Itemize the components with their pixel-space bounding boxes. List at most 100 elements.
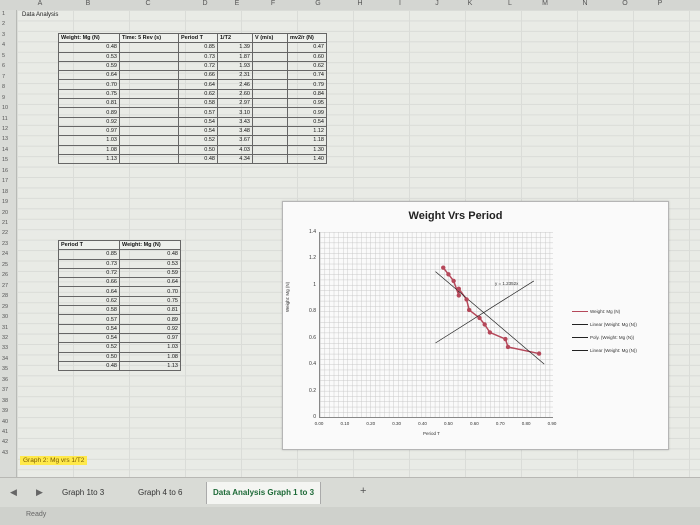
column-header[interactable]: O: [622, 0, 628, 7]
table-cell[interactable]: 2.46: [217, 79, 253, 90]
column-header[interactable]: G: [315, 0, 321, 7]
row-header[interactable]: 8: [2, 84, 6, 91]
table-cell[interactable]: [252, 116, 288, 127]
table-cell[interactable]: 0.53: [119, 258, 181, 269]
row-header[interactable]: 39: [2, 408, 9, 415]
row-header[interactable]: 37: [2, 387, 9, 394]
table-cell[interactable]: 1.03: [119, 342, 181, 353]
table-cell[interactable]: 0.70: [58, 79, 120, 90]
table-cell[interactable]: [252, 79, 288, 90]
column-header[interactable]: I: [399, 0, 401, 7]
table-cell[interactable]: 0.75: [119, 295, 181, 307]
table-cell[interactable]: 0.85: [58, 249, 120, 260]
row-header[interactable]: 29: [2, 303, 9, 310]
row-header[interactable]: 15: [2, 157, 9, 164]
row-header[interactable]: 5: [2, 52, 6, 59]
column-header[interactable]: F: [270, 0, 276, 7]
row-header[interactable]: 27: [2, 282, 9, 289]
table-cell[interactable]: 0.54: [58, 323, 120, 334]
row-header[interactable]: 1: [2, 11, 6, 17]
table-cell[interactable]: 3.43: [217, 116, 253, 127]
table-cell[interactable]: [252, 107, 288, 118]
table-cell[interactable]: 0.92: [58, 116, 120, 127]
row-header[interactable]: 11: [2, 115, 8, 122]
row-header[interactable]: 16: [2, 167, 9, 174]
table-cell[interactable]: 1.12: [287, 125, 327, 137]
table-cell[interactable]: 1.13: [119, 360, 181, 372]
column-header[interactable]: H: [357, 0, 363, 7]
column-header[interactable]: L: [508, 0, 512, 7]
row-header[interactable]: 32: [2, 334, 9, 341]
table-cell[interactable]: 0.79: [287, 79, 327, 90]
column-heading[interactable]: 1/T2: [217, 32, 253, 44]
row-header[interactable]: 2: [2, 21, 6, 28]
row-header[interactable]: 14: [2, 146, 9, 153]
table-cell[interactable]: 0.60: [287, 51, 327, 62]
table-cell[interactable]: 0.92: [119, 323, 181, 334]
table-cell[interactable]: 0.57: [178, 107, 218, 118]
table-cell[interactable]: [252, 42, 288, 53]
table-cell[interactable]: 0.50: [58, 351, 120, 362]
table-cell[interactable]: 0.64: [178, 79, 218, 90]
table-cell[interactable]: 1.08: [58, 144, 120, 155]
table-cell[interactable]: [119, 70, 179, 81]
row-header[interactable]: 4: [2, 42, 6, 49]
table-cell[interactable]: 0.95: [287, 98, 327, 109]
column-heading[interactable]: Time: 5 Rev (s): [119, 32, 179, 44]
graph2-label-cell[interactable]: Graph 2: Mg vrs 1/T2: [20, 456, 88, 465]
table-cell[interactable]: [252, 70, 288, 81]
table-cell[interactable]: 0.57: [58, 314, 120, 325]
table-cell[interactable]: 3.10: [217, 107, 253, 118]
table-cell[interactable]: 1.03: [58, 135, 120, 146]
tab-data-analysis[interactable]: Data Analysis Graph 1 to 3: [206, 482, 322, 504]
row-header[interactable]: 18: [2, 188, 9, 195]
table-cell[interactable]: 2.31: [217, 70, 253, 81]
column-header[interactable]: B: [85, 0, 91, 7]
table-cell[interactable]: [119, 107, 179, 118]
weight-vs-period-chart[interactable]: Weight Vrs Period Weight: Mg (N) 0 0.2 0.4…: [282, 201, 669, 450]
table-cell[interactable]: 0.64: [58, 70, 120, 81]
table-cell[interactable]: 0.72: [178, 60, 218, 72]
table-cell[interactable]: 1.08: [119, 351, 181, 362]
row-header[interactable]: 24: [2, 251, 9, 258]
table-cell[interactable]: [252, 135, 288, 146]
table-cell[interactable]: 0.58: [58, 305, 120, 316]
table-cell[interactable]: 0.70: [119, 286, 181, 297]
table-cell[interactable]: 0.72: [58, 267, 120, 279]
row-header[interactable]: 30: [2, 314, 9, 321]
row-header[interactable]: 22: [2, 230, 9, 237]
table-cell[interactable]: 1.87: [217, 51, 253, 62]
column-header[interactable]: J: [435, 0, 439, 7]
column-header[interactable]: N: [582, 0, 588, 7]
row-header[interactable]: 38: [2, 397, 9, 404]
data-table[interactable]: Weight: Mg (N) Time: 5 Rev (s) Period T 1/T…: [58, 32, 327, 165]
next-sheet-icon[interactable]: ▶: [36, 487, 43, 497]
column-heading[interactable]: mv2/r (N): [287, 32, 327, 44]
table-cell[interactable]: 1.13: [58, 153, 120, 165]
table-cell[interactable]: 0.66: [178, 70, 218, 81]
table-cell[interactable]: 0.59: [119, 267, 181, 279]
table-cell[interactable]: 0.59: [58, 60, 120, 72]
row-header[interactable]: 19: [2, 199, 9, 206]
table-cell[interactable]: [119, 42, 179, 53]
table-cell[interactable]: [252, 51, 288, 62]
row-header[interactable]: 7: [2, 73, 6, 80]
table-cell[interactable]: [119, 51, 179, 62]
row-header[interactable]: 12: [2, 125, 9, 132]
table-cell[interactable]: [119, 60, 179, 72]
table-cell[interactable]: 0.64: [119, 277, 181, 288]
row-header[interactable]: 3: [2, 31, 6, 38]
column-header[interactable]: A: [37, 0, 43, 7]
column-heading[interactable]: Period T: [178, 32, 218, 44]
table-cell[interactable]: 2.60: [217, 88, 253, 100]
table-cell[interactable]: 0.89: [58, 107, 120, 118]
table-cell[interactable]: [252, 88, 288, 100]
table-cell[interactable]: 0.47: [287, 42, 327, 53]
sheet-title-cell[interactable]: Data Analysis: [22, 12, 59, 18]
table-cell[interactable]: 1.93: [217, 60, 253, 72]
row-header[interactable]: 40: [2, 418, 9, 425]
row-header[interactable]: 28: [2, 293, 9, 300]
row-header[interactable]: 25: [2, 261, 9, 268]
table-cell[interactable]: 0.54: [178, 125, 218, 137]
row-header[interactable]: 20: [2, 209, 9, 216]
